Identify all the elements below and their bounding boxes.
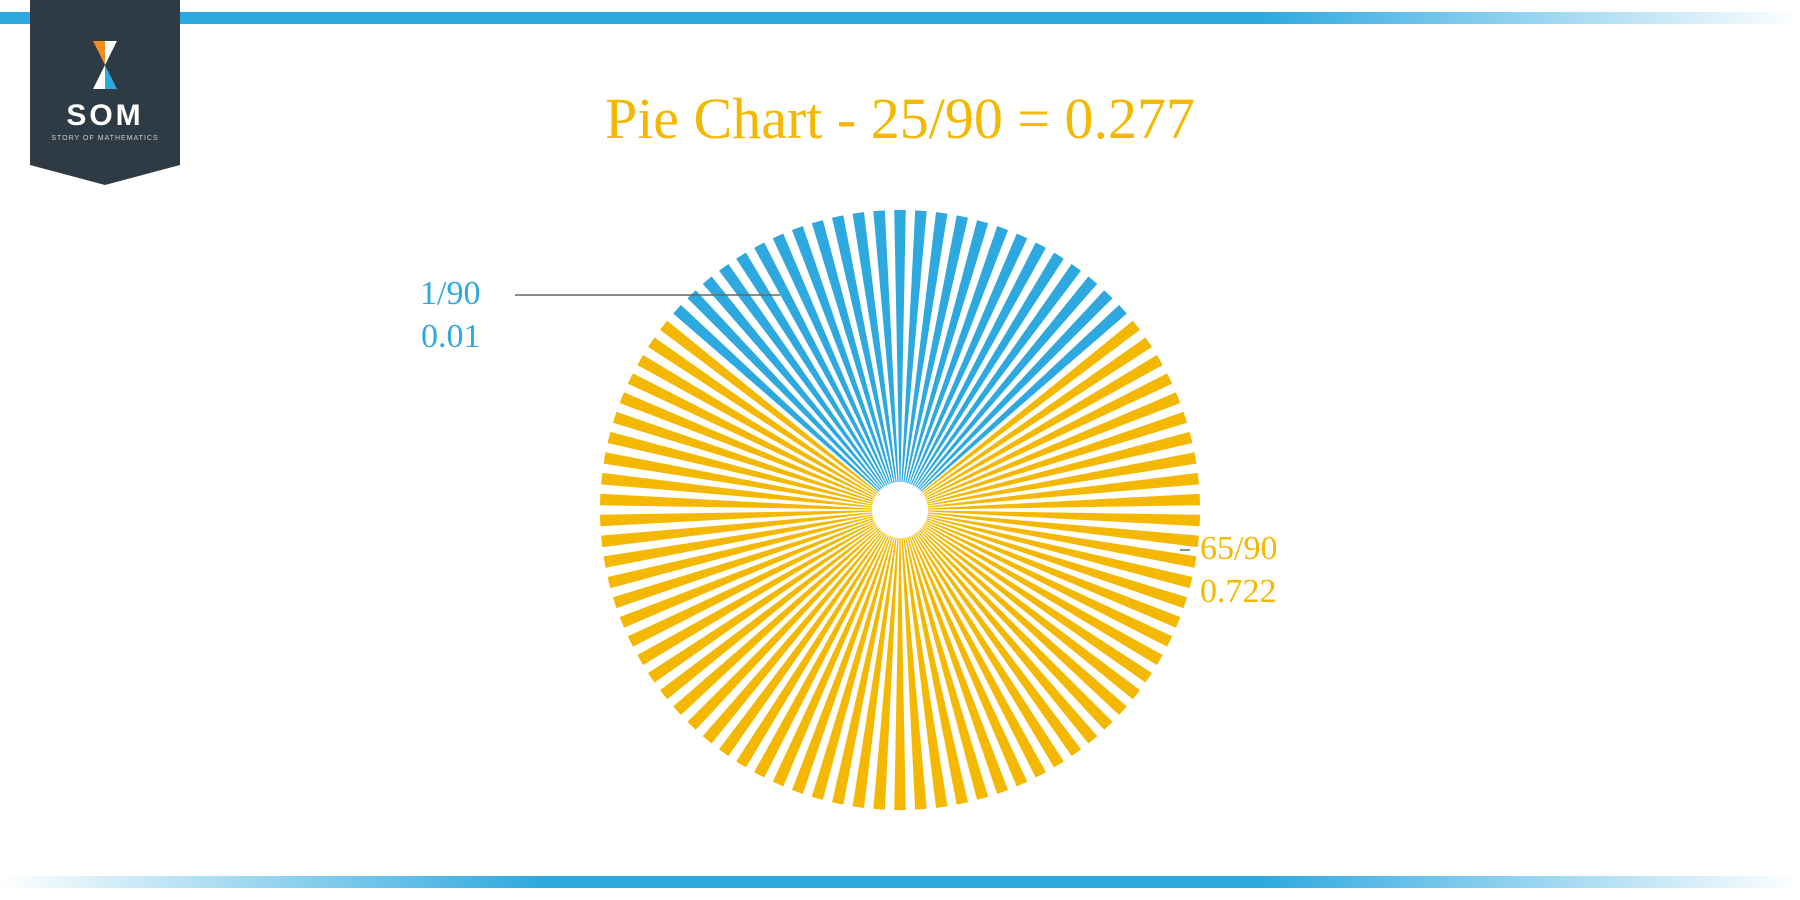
slice-label-right: 65/90 0.722	[1200, 528, 1277, 613]
pie-chart	[600, 210, 1200, 810]
pie-wedge	[894, 210, 906, 510]
slice-label-right-fraction: 65/90	[1200, 528, 1277, 571]
logo-badge: SOM STORY OF MATHEMATICS	[30, 0, 180, 165]
slice-label-left-decimal: 0.01	[420, 316, 480, 359]
logo-mark-icon	[81, 41, 129, 89]
logo-inner: SOM STORY OF MATHEMATICS	[30, 0, 180, 165]
slice-label-left-fraction: 1/90	[420, 273, 480, 316]
logo-subtitle: STORY OF MATHEMATICS	[51, 135, 158, 142]
slice-label-left: 1/90 0.01	[420, 273, 480, 358]
chart-title: Pie Chart - 25/90 = 0.277	[0, 85, 1800, 152]
logo-title: SOM	[66, 99, 143, 133]
pie-center-hole	[872, 482, 928, 538]
bottom-accent-bar	[0, 876, 1800, 888]
slice-label-right-decimal: 0.722	[1200, 571, 1277, 614]
top-accent-bar	[0, 12, 1800, 24]
pie-wedge	[894, 510, 906, 810]
